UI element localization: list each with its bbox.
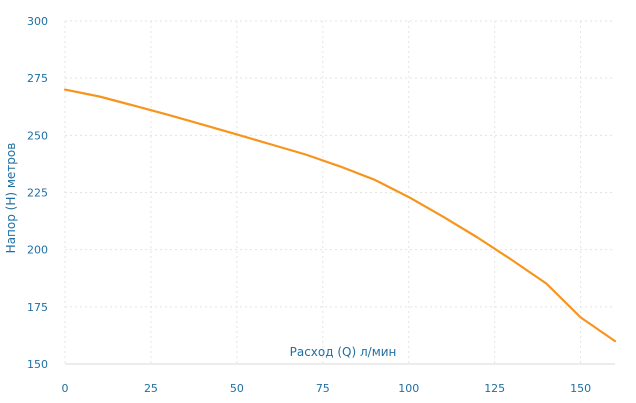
x-tick-label: 125 — [484, 382, 505, 395]
y-tick-label: 225 — [27, 187, 48, 200]
y-axis-title: Напор (H) метров — [4, 143, 18, 254]
x-tick-label: 100 — [398, 382, 419, 395]
x-tick-label: 0 — [62, 382, 69, 395]
series-layer — [63, 88, 617, 343]
head-flow-series-line — [63, 88, 617, 343]
y-tick-label: 300 — [27, 15, 48, 28]
x-tick-label: 50 — [230, 382, 244, 395]
x-tick-label: 75 — [316, 382, 330, 395]
x-tick-label: 150 — [570, 382, 591, 395]
y-tick-label: 150 — [27, 358, 48, 371]
y-tick-label: 200 — [27, 244, 48, 257]
tick-labels: 150 175 200 225 250 275 300 0 25 50 75 100 125 150 — [27, 15, 591, 395]
x-axis-title: Расход (Q) л/мин — [290, 345, 397, 359]
y-tick-label: 250 — [27, 129, 48, 142]
y-tick-label: 275 — [27, 72, 48, 85]
grid — [64, 20, 615, 364]
y-tick-label: 175 — [27, 301, 48, 314]
x-tick-label: 25 — [144, 382, 158, 395]
